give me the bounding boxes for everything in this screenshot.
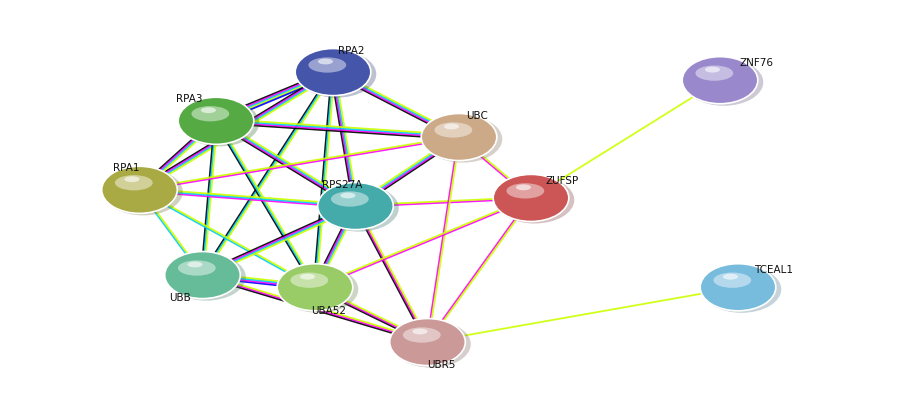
- Ellipse shape: [493, 175, 569, 222]
- Ellipse shape: [444, 124, 459, 130]
- Ellipse shape: [320, 185, 399, 232]
- Text: ZNF76: ZNF76: [739, 58, 773, 68]
- Ellipse shape: [423, 116, 502, 163]
- Ellipse shape: [412, 329, 427, 335]
- Ellipse shape: [331, 192, 369, 207]
- Ellipse shape: [279, 266, 358, 313]
- Ellipse shape: [705, 68, 720, 73]
- Ellipse shape: [700, 264, 776, 311]
- Text: RPA2: RPA2: [338, 46, 364, 55]
- Ellipse shape: [403, 328, 441, 343]
- Ellipse shape: [180, 100, 259, 147]
- Text: UBC: UBC: [466, 111, 488, 120]
- Ellipse shape: [495, 177, 574, 224]
- Ellipse shape: [392, 321, 471, 368]
- Text: RPA3: RPA3: [176, 94, 202, 104]
- Ellipse shape: [295, 49, 371, 96]
- Ellipse shape: [714, 273, 752, 288]
- Ellipse shape: [421, 114, 497, 161]
- Ellipse shape: [340, 193, 356, 199]
- Ellipse shape: [696, 66, 734, 81]
- Ellipse shape: [390, 319, 465, 366]
- Ellipse shape: [435, 123, 472, 138]
- Ellipse shape: [104, 169, 183, 216]
- Ellipse shape: [309, 58, 346, 73]
- Ellipse shape: [516, 185, 531, 191]
- Ellipse shape: [684, 60, 763, 107]
- Ellipse shape: [192, 107, 230, 122]
- Text: TCEAL1: TCEAL1: [754, 264, 794, 274]
- Text: ZUFSP: ZUFSP: [546, 175, 579, 185]
- Text: RPS27A: RPS27A: [322, 179, 362, 189]
- Ellipse shape: [166, 254, 246, 301]
- Ellipse shape: [124, 177, 140, 183]
- Ellipse shape: [318, 60, 333, 65]
- Ellipse shape: [682, 58, 758, 104]
- Ellipse shape: [115, 176, 153, 191]
- Ellipse shape: [165, 252, 240, 299]
- Text: UBA52: UBA52: [311, 305, 346, 315]
- Ellipse shape: [277, 264, 353, 311]
- Ellipse shape: [102, 167, 177, 214]
- Ellipse shape: [297, 51, 376, 98]
- Text: RPA1: RPA1: [112, 163, 140, 173]
- Text: UBR5: UBR5: [427, 360, 455, 369]
- Ellipse shape: [702, 266, 781, 313]
- Ellipse shape: [507, 184, 544, 199]
- Ellipse shape: [201, 108, 216, 114]
- Ellipse shape: [178, 98, 254, 145]
- Ellipse shape: [300, 274, 315, 280]
- Ellipse shape: [318, 183, 393, 230]
- Ellipse shape: [187, 262, 202, 268]
- Ellipse shape: [178, 261, 216, 276]
- Ellipse shape: [723, 274, 738, 280]
- Ellipse shape: [291, 273, 328, 288]
- Text: UBB: UBB: [169, 293, 191, 303]
